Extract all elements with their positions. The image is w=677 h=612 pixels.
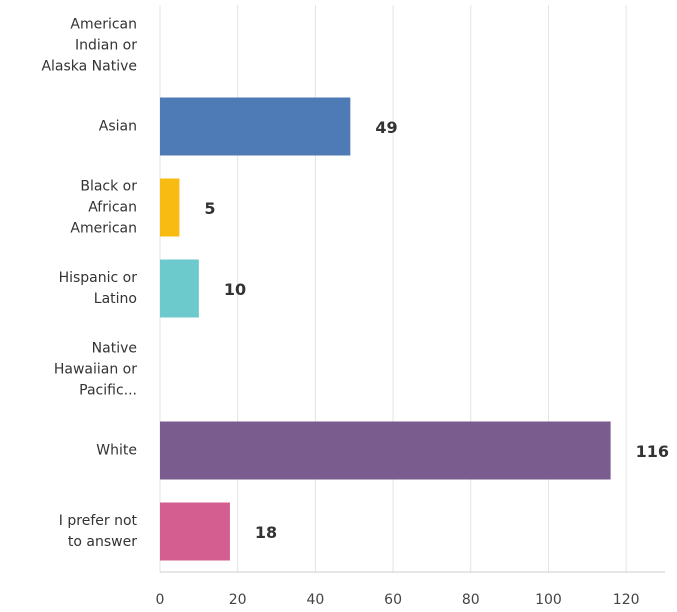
x-tick-label: 80 bbox=[462, 592, 480, 608]
x-tick-label: 20 bbox=[229, 592, 247, 608]
y-tick-label: Asian bbox=[98, 118, 137, 134]
data-label: 10 bbox=[224, 280, 246, 299]
bar bbox=[160, 421, 611, 480]
y-tick-label: I prefer not to answer bbox=[58, 512, 137, 550]
bar bbox=[160, 97, 351, 156]
x-tick-label: 120 bbox=[613, 592, 640, 608]
x-tick-label: 100 bbox=[535, 592, 562, 608]
x-tick-label: 60 bbox=[384, 592, 402, 608]
y-tick-label: Hispanic or Latino bbox=[58, 269, 137, 307]
x-tick-label: 0 bbox=[156, 592, 165, 608]
bar bbox=[160, 178, 180, 237]
data-label: 49 bbox=[375, 118, 397, 137]
y-tick-label: Native Hawaiian or Pacific... bbox=[53, 340, 137, 398]
y-tick-label: American Indian or Alaska Native bbox=[41, 16, 137, 74]
data-label: 18 bbox=[255, 523, 277, 542]
bar bbox=[160, 259, 199, 318]
y-tick-label: White bbox=[96, 442, 137, 458]
y-tick-label: Black or African American bbox=[70, 178, 137, 236]
data-label: 5 bbox=[204, 199, 215, 218]
x-tick-label: 40 bbox=[306, 592, 324, 608]
data-label: 116 bbox=[636, 442, 669, 461]
bar bbox=[160, 502, 230, 561]
